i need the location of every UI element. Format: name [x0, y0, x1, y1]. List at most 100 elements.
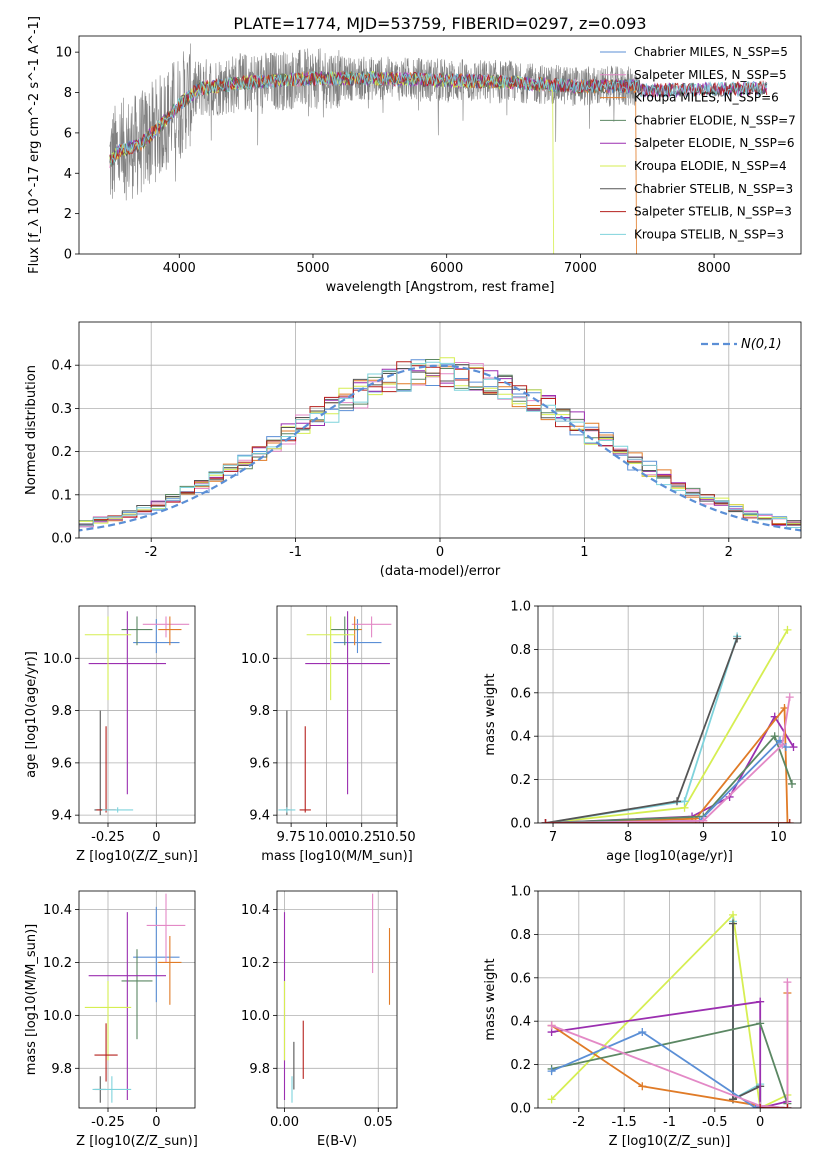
chart-weight_vs_age: 7 8 9 10 0.0 0.2 0.4 0.6 0.8 1.0 age [log10(age/yr…: [483, 600, 802, 864]
y-tick-label: 9.4: [51, 809, 72, 824]
x-axis-label: mass [log10(M/M_sun)]: [261, 849, 413, 864]
x-tick-label: -1: [663, 1115, 676, 1130]
y-tick-label: 0: [64, 248, 72, 263]
axes-frame: [537, 605, 802, 824]
y-tick-label: 0.6: [510, 971, 531, 986]
weight-marker: [756, 1019, 765, 1028]
plot-area-weight_vs_age: [538, 606, 801, 823]
y-tick-label: 0.0: [51, 532, 72, 547]
y-axis-label: mass weight: [483, 673, 498, 755]
legend-label: Chabrier MILES, N_SSP=5: [634, 45, 788, 59]
y-axis-label: mass [log10(M/M_sun)]: [24, 924, 39, 1076]
y-tick-label: 9.6: [249, 756, 270, 771]
model-spectrum: [109, 70, 555, 254]
y-tick-label: 9.6: [51, 756, 72, 771]
y-tick-label: 9.8: [51, 1062, 72, 1077]
y-tick-label: 10.4: [241, 903, 270, 918]
weight-marker: [778, 740, 787, 749]
x-axis-label: Z [log10(Z/Z_sun)]: [76, 1134, 198, 1149]
x-tick-label: 10.00: [308, 830, 345, 845]
x-tick-label: 0: [436, 545, 444, 560]
y-tick-label: 0.4: [510, 730, 531, 745]
chart-residuals: -2 -1 0 1 2 0.0 0.1 0.2 0.3 0.4 (data-model)/error…: [24, 321, 802, 579]
model-spectrum: [109, 71, 768, 164]
plot-area-mass_vs_Z: [79, 891, 195, 1108]
y-tick-label: 2: [64, 207, 72, 222]
y-tick-label: 0.3: [51, 402, 72, 417]
axes-frame: [78, 35, 802, 255]
y-tick-label: 0.4: [510, 1015, 531, 1030]
x-tick-label: -0.25: [91, 830, 125, 845]
y-tick-label: 10.0: [43, 1009, 72, 1024]
y-tick-label: 0.4: [51, 359, 72, 374]
weight-marker: [699, 816, 708, 823]
x-tick-label: 7000: [564, 261, 597, 276]
weight-series: [545, 636, 738, 823]
y-tick-label: 9.4: [249, 809, 270, 824]
y-tick-label: 0.0: [510, 817, 531, 832]
weight-marker: [756, 997, 765, 1006]
x-tick-label: 7: [549, 830, 557, 845]
x-tick-label: -1: [289, 545, 302, 560]
figure-title: PLATE=1774, MJD=53759, FIBERID=0297, z=0…: [233, 14, 646, 33]
legend-label: Kroupa STELIB, N_SSP=3: [634, 227, 784, 241]
plot-area-spectrum: [109, 43, 768, 254]
y-tick-label: 0.6: [510, 686, 531, 701]
y-axis-label: Normed distribution: [24, 365, 39, 495]
x-tick-label: -0.5: [702, 1115, 727, 1130]
weight-series: [545, 638, 738, 823]
legend-label: Kroupa MILES, N_SSP=6: [634, 91, 779, 105]
y-tick-label: 1.0: [510, 600, 531, 615]
x-tick-label: 0.00: [270, 1115, 299, 1130]
histogram-series: [79, 361, 801, 528]
weight-marker: [733, 634, 742, 643]
x-tick-label: -0.25: [91, 1115, 125, 1130]
x-tick-label: 9: [699, 830, 707, 845]
axes-frame: [78, 890, 196, 1109]
chart-mass_vs_ebv: 0.00 0.05 9.8 10.0 10.2 10.4 E(B-V): [241, 890, 398, 1149]
y-tick-label: 0.2: [510, 773, 531, 788]
weight-marker: [783, 819, 792, 823]
y-tick-label: 0.0: [510, 1102, 531, 1117]
x-tick-label: 0.05: [364, 1115, 393, 1130]
y-tick-label: 9.8: [249, 704, 270, 719]
y-tick-label: 0.8: [510, 928, 531, 943]
y-tick-label: 10.2: [241, 956, 270, 971]
weight-marker: [751, 1104, 760, 1108]
weight-marker: [638, 1028, 647, 1037]
weight-series: [545, 696, 791, 823]
y-tick-label: 1.0: [510, 885, 531, 900]
chart-spectrum: 4000 5000 6000 7000 8000 0 2 4 6 8 10 wavelength [A…: [27, 16, 802, 295]
weight-marker: [770, 732, 779, 741]
weight-marker: [541, 819, 550, 823]
y-tick-label: 10.4: [43, 903, 72, 918]
plot-area-age_vs_Z: [79, 606, 195, 823]
x-tick-label: 10: [770, 830, 787, 845]
weight-series: [545, 705, 789, 823]
legend-label: Salpeter STELIB, N_SSP=3: [634, 205, 792, 219]
y-tick-label: 10.0: [241, 1009, 270, 1024]
weight-series: [550, 912, 788, 1108]
weight-marker: [787, 779, 796, 788]
x-axis-label: age [log10(age/yr)]: [606, 849, 733, 864]
x-tick-label: -1.5: [611, 1115, 636, 1130]
x-axis-label: Z [log10(Z/Z_sun)]: [76, 849, 198, 864]
weight-marker: [783, 1104, 792, 1108]
plot-area-age_vs_mass: [277, 606, 397, 823]
x-tick-label: 0: [152, 830, 160, 845]
y-axis-label: age [log10(age/yr)]: [24, 651, 39, 778]
legend-label: Kroupa ELODIE, N_SSP=4: [634, 159, 787, 173]
y-axis-label: Flux [f_λ 10^-17 erg cm^-2 s^-1 A^-1]: [27, 16, 42, 274]
axes-frame: [78, 605, 196, 824]
y-tick-label: 10.0: [43, 652, 72, 667]
legend-label: Salpeter MILES, N_SSP=5: [634, 68, 787, 82]
model-spectrum: [109, 70, 768, 166]
y-tick-label: 9.8: [249, 1062, 270, 1077]
chart-weight_vs_Z: -2 -1.5 -1 -0.5 0 0.0 0.2 0.4 0.6 0.8 1.0 Z [log10(…: [483, 885, 802, 1149]
y-tick-label: 10.0: [241, 652, 270, 667]
y-tick-label: 0.8: [510, 643, 531, 658]
legend: Chabrier MILES, N_SSP=5 Salpeter MILES, N…: [600, 45, 796, 241]
x-tick-label: 6000: [430, 261, 463, 276]
